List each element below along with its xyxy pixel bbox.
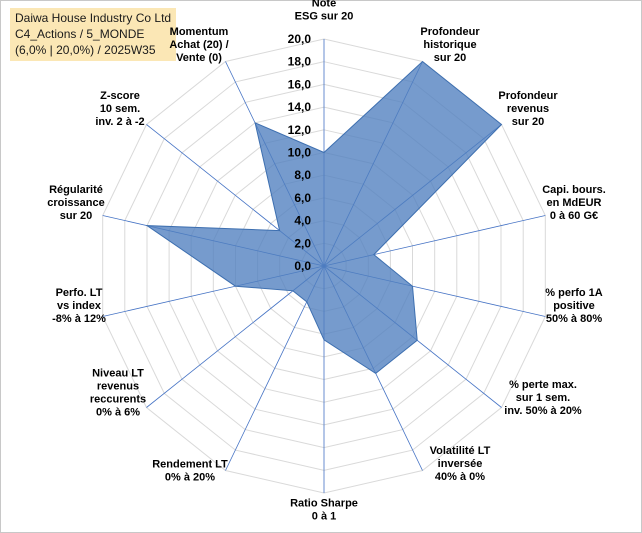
axis-label: Ratio Sharpe 0 à 1 (290, 498, 358, 523)
tick-label: 6,0 (294, 191, 311, 205)
title-line-1: Daiwa House Industry Co Ltd (15, 11, 172, 25)
tick-label: 18,0 (288, 55, 312, 69)
axis-label-line: Momentum (170, 26, 229, 38)
title-line-3: (6,0% | 20,0%) / 2025W35 (15, 43, 156, 57)
axis-label-line: revenus (507, 103, 549, 115)
axis-label: Rendement LT 0% à 20% (152, 459, 228, 484)
axis-label-line: Vente (0) (176, 52, 222, 64)
series-area (145, 60, 503, 375)
axis-label-line: 0 à 60 G€ (550, 210, 598, 222)
axis-label-line: % perfo 1A (545, 287, 603, 299)
tick-label: 8,0 (294, 168, 311, 182)
tick-label: 14,0 (288, 100, 312, 114)
axis-label-line: -8% à 12% (52, 313, 106, 325)
axis-label: Profondeur historique sur 20 (420, 26, 480, 64)
axis-label-line: Profondeur (498, 90, 558, 102)
axis-label-line: 50% à 80% (546, 313, 602, 325)
axis-label-line: % perte max. (509, 379, 577, 391)
axis-label-line: 0% à 20% (165, 472, 215, 484)
axis-label-line: Capi. bours. (542, 184, 606, 196)
axis-label-line: sur 1 sem. (516, 392, 570, 404)
axis-label: % perfo 1A positive 50% à 80% (545, 287, 603, 325)
axis-label: Volatilité LT inversée 40% à 0% (430, 445, 491, 483)
axis-label-line: revenus (97, 381, 139, 393)
axis-label-line: positive (553, 300, 595, 312)
axis-label-line: reccurents (90, 394, 146, 406)
axis-label-line: Achat (20) / (169, 39, 228, 51)
axis-label: Niveau LT revenus reccurents 0% à 6% (90, 368, 146, 419)
axis-label-line: 0 à 1 (312, 511, 336, 523)
axis-label-line: Rendement LT (152, 459, 228, 471)
axis-label-line: 0% à 6% (96, 407, 140, 419)
axis-label-line: vs index (57, 300, 102, 312)
axis-label-line: sur 20 (434, 52, 466, 64)
axis-label-line: ESG sur 20 (295, 11, 354, 23)
radar-series (145, 60, 503, 375)
axis-label-line: Ratio Sharpe (290, 498, 358, 510)
axis-label: % perte max. sur 1 sem. inv. 50% à 20% (504, 379, 582, 417)
tick-label: 12,0 (288, 123, 312, 137)
axis-label-line: inv. 2 à -2 (95, 116, 144, 128)
axis-label-line: 40% à 0% (435, 471, 485, 483)
axis-label-line: en MdEUR (547, 197, 602, 209)
axis-label-line: Note (312, 0, 336, 10)
tick-label: 4,0 (294, 214, 311, 228)
axis-label-line: sur 20 (60, 210, 92, 222)
tick-label: 10,0 (288, 146, 312, 160)
axis-label-line: croissance (47, 197, 104, 209)
axis-label-line: Régularité (49, 184, 103, 196)
axis-label-line: sur 20 (512, 116, 544, 128)
axis-label-line: Volatilité LT (430, 445, 491, 457)
axis-label-line: Z-score (100, 90, 140, 102)
axis-label-line: inversée (438, 458, 483, 470)
tick-label: 20,0 (288, 32, 312, 46)
title-line-2: C4_Actions / 5_MONDE (15, 27, 145, 41)
axis-label: Régularité croissance sur 20 (47, 184, 104, 222)
tick-label: 0,0 (294, 259, 311, 273)
axis-label: Perfo. LT vs index -8% à 12% (52, 287, 106, 325)
radar-tick-labels: 0,0 2,0 4,0 6,0 8,0 10,0 12,0 14,0 16,0 18,0 20,0 (288, 32, 312, 273)
axis-label-line: 10 sem. (100, 103, 140, 115)
chart-title: Daiwa House Industry Co Ltd C4_Actions /… (10, 8, 177, 61)
axis-label: Z-score 10 sem. inv. 2 à -2 (95, 90, 144, 128)
axis-label: Profondeur revenus sur 20 (498, 90, 558, 128)
tick-label: 16,0 (288, 77, 312, 91)
axis-label-line: Perfo. LT (56, 287, 103, 299)
axis-label-line: historique (423, 39, 476, 51)
axis-label: Capi. bours. en MdEUR 0 à 60 G€ (542, 184, 606, 222)
axis-label-line: inv. 50% à 20% (504, 405, 582, 417)
tick-label: 2,0 (294, 236, 311, 250)
axis-label: Momentum Achat (20) / Vente (0) (169, 26, 228, 64)
axis-label-line: Niveau LT (92, 368, 144, 380)
axis-label-line: Profondeur (420, 26, 480, 38)
axis-label: Note ESG sur 20 (295, 0, 354, 23)
